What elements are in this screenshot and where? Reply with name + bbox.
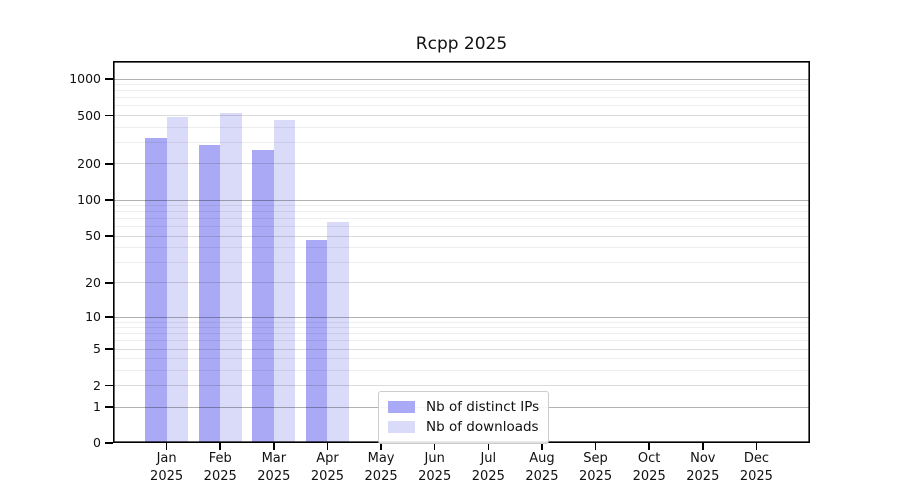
x-tick-label: Apr 2025 bbox=[292, 450, 362, 485]
x-tick-label: Aug 2025 bbox=[507, 450, 577, 485]
x-tick-label-year: 2025 bbox=[150, 468, 184, 484]
y-axis-tick bbox=[105, 235, 113, 237]
bar-downloads-jan bbox=[166, 116, 189, 443]
y-tick-label: 5 bbox=[93, 341, 101, 357]
x-tick-label-year: 2025 bbox=[579, 468, 613, 484]
x-tick-label-month: Mar bbox=[261, 451, 287, 466]
y-tick-label: 100 bbox=[77, 192, 101, 208]
x-tick-label-month: Jul bbox=[480, 451, 497, 466]
x-tick-label-year: 2025 bbox=[364, 468, 398, 484]
x-tick-label: Jun 2025 bbox=[400, 450, 470, 485]
x-tick-label-year: 2025 bbox=[257, 468, 291, 484]
x-tick-label-month: Dec bbox=[743, 451, 769, 466]
bar-distinct-ips-apr bbox=[305, 240, 328, 443]
y-axis-tick bbox=[105, 316, 113, 318]
x-axis-tick bbox=[326, 443, 329, 450]
x-axis-tick bbox=[702, 443, 704, 450]
legend-label-downloads: Nb of downloads bbox=[426, 419, 539, 435]
x-tick-label: Jan 2025 bbox=[132, 450, 202, 485]
y-axis-tick bbox=[105, 162, 113, 165]
y-tick-label: 1000 bbox=[69, 71, 101, 87]
chart-title: Rcpp 2025 bbox=[415, 34, 508, 54]
bar-distinct-ips-jan bbox=[145, 138, 167, 443]
plot-area bbox=[113, 61, 810, 443]
x-tick-label-month: Jun bbox=[424, 451, 445, 466]
x-tick-label: Jul 2025 bbox=[453, 450, 523, 485]
legend-item-distinct-ips: Nb of distinct IPs bbox=[388, 397, 539, 417]
x-tick-label: Mar 2025 bbox=[239, 450, 309, 485]
y-tick-label: 10 bbox=[85, 309, 101, 325]
y-tick-label: 1 bbox=[93, 399, 101, 415]
y-axis-tick bbox=[105, 282, 113, 284]
x-tick-label-month: May bbox=[367, 451, 395, 466]
x-tick-label: Sep 2025 bbox=[561, 450, 631, 485]
y-axis-tick bbox=[105, 348, 113, 350]
x-tick-label-month: Jan bbox=[156, 451, 177, 466]
bar-downloads-mar bbox=[273, 120, 296, 443]
x-tick-label-month: Apr bbox=[316, 451, 339, 466]
legend-label-distinct-ips: Nb of distinct IPs bbox=[426, 399, 540, 415]
x-tick-label-year: 2025 bbox=[310, 468, 344, 484]
x-axis-tick bbox=[541, 443, 543, 450]
bar-downloads-feb bbox=[220, 112, 242, 443]
x-tick-label: Dec 2025 bbox=[721, 450, 791, 485]
x-tick-label-month: Aug bbox=[529, 451, 555, 466]
bar-distinct-ips-feb bbox=[198, 144, 221, 443]
y-axis-tick bbox=[105, 406, 113, 408]
x-axis-tick bbox=[273, 443, 275, 450]
y-tick-label: 50 bbox=[85, 228, 101, 244]
x-axis-tick bbox=[165, 443, 168, 450]
y-tick-label: 2 bbox=[93, 377, 101, 393]
x-tick-label-month: Nov bbox=[690, 451, 716, 466]
x-tick-label: May 2025 bbox=[346, 450, 416, 485]
y-axis-tick bbox=[105, 384, 113, 387]
y-tick-label: 200 bbox=[77, 155, 101, 171]
y-tick-label: 500 bbox=[77, 107, 101, 123]
y-tick-label: 0 bbox=[93, 435, 101, 450]
x-tick-label-year: 2025 bbox=[525, 468, 559, 484]
x-tick-label-month: Oct bbox=[637, 451, 661, 466]
y-axis-tick bbox=[105, 78, 113, 80]
x-tick-label-year: 2025 bbox=[418, 468, 452, 484]
x-tick-label-year: 2025 bbox=[471, 468, 505, 484]
x-tick-label-year: 2025 bbox=[632, 468, 666, 484]
y-axis-tick bbox=[105, 442, 113, 444]
x-axis-tick bbox=[594, 443, 597, 450]
bars-layer bbox=[113, 61, 810, 443]
y-tick-label: 20 bbox=[85, 274, 101, 290]
x-axis-tick bbox=[755, 443, 758, 450]
legend-swatch-distinct-ips bbox=[388, 401, 415, 413]
bar-distinct-ips-mar bbox=[252, 150, 274, 443]
legend-item-downloads: Nb of downloads bbox=[388, 417, 539, 437]
x-tick-label-month: Feb bbox=[208, 451, 232, 466]
x-tick-label-year: 2025 bbox=[686, 468, 720, 484]
legend-swatch-downloads bbox=[388, 421, 415, 433]
x-tick-label: Nov 2025 bbox=[668, 450, 738, 485]
legend: Nb of distinct IPs Nb of downloads bbox=[378, 391, 550, 444]
x-tick-label-year: 2025 bbox=[739, 468, 773, 484]
x-tick-label-year: 2025 bbox=[203, 468, 237, 484]
x-tick-label: Oct 2025 bbox=[614, 450, 684, 485]
x-axis-tick bbox=[219, 443, 221, 450]
x-axis-tick bbox=[648, 443, 650, 450]
x-tick-label-month: Sep bbox=[583, 451, 608, 466]
x-axis-tick bbox=[487, 443, 490, 450]
x-axis-tick bbox=[380, 443, 382, 450]
y-axis-tick bbox=[105, 114, 113, 117]
x-axis-tick bbox=[433, 443, 436, 450]
x-tick-label: Feb 2025 bbox=[185, 450, 255, 485]
y-axis-tick bbox=[105, 199, 113, 201]
bar-downloads-apr bbox=[327, 221, 349, 443]
